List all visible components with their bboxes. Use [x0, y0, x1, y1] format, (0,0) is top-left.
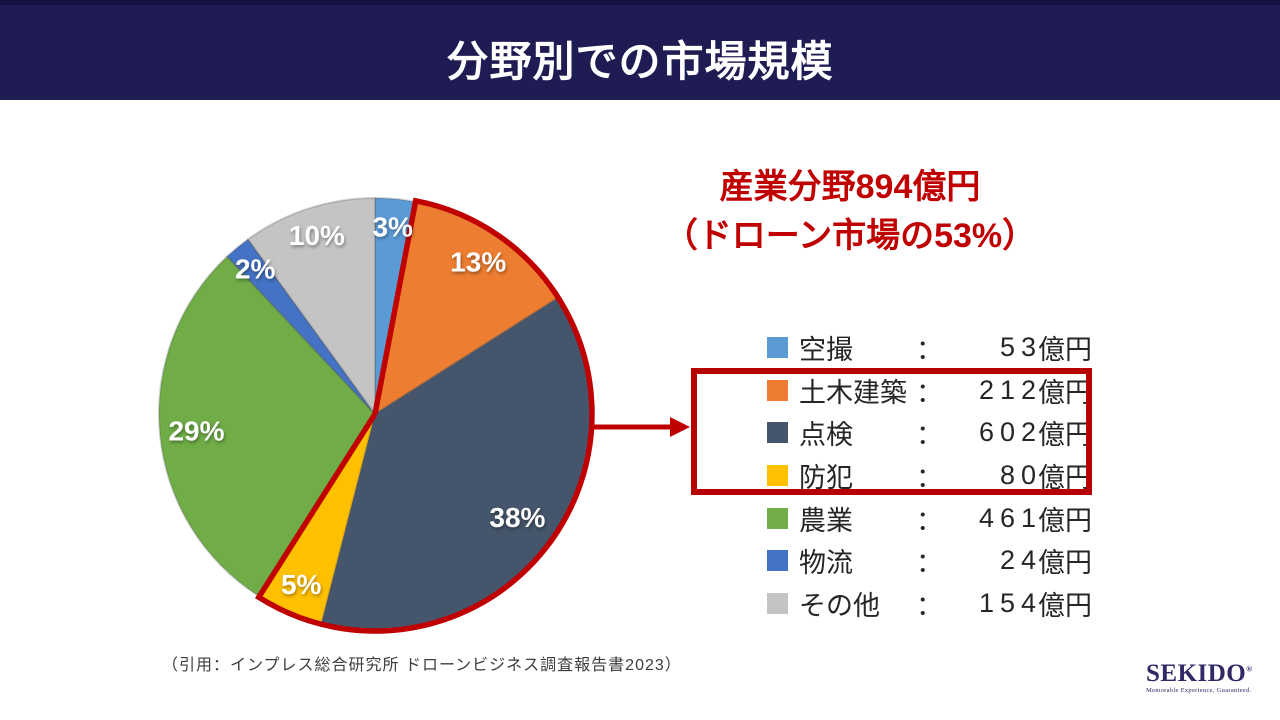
legend-colon: ： — [916, 334, 943, 365]
pie-percent-label: 29% — [168, 415, 224, 446]
legend-unit: 億円 — [1038, 334, 1092, 365]
legend-unit: 億円 — [1038, 420, 1092, 451]
pie-percent-label: 10% — [289, 220, 345, 251]
legend-colon: ： — [916, 420, 943, 451]
pie-percent-label: 5% — [281, 569, 322, 600]
legend-highlight-box — [691, 368, 1092, 495]
legend-value: 212 — [978, 374, 1042, 405]
legend-swatch-icon — [767, 464, 788, 486]
citation-text: （引用：インプレス総合研究所 ドローンビジネス調査報告書2023） — [162, 657, 682, 674]
logo-text: SEKIDO® — [1146, 660, 1253, 687]
legend-swatch-icon — [767, 507, 788, 529]
legend: 空撮： 53 億円 土木建築： 212 億円 点検： 602 億円 防犯： 80 億円 農業： 461 億円… — [767, 326, 1092, 625]
callout-title-line2: （ドローン市場の53%） — [663, 217, 1037, 255]
legend-unit: 億円 — [1038, 548, 1092, 579]
slide-title: 分野別での市場規模 — [446, 37, 834, 85]
logo-name: SEKIDO — [1146, 660, 1247, 687]
header-bar: 分野別での市場規模 — [0, 0, 1280, 100]
legend-colon: ： — [916, 590, 943, 621]
pie-chart-area: 3% 13% 38% 5% 29% 2% 10% — [145, 184, 605, 644]
pie-slice — [247, 197, 376, 415]
legend-row: その他 ： 154 億円 — [767, 582, 1092, 625]
pie-percent-label: 2% — [235, 254, 276, 285]
legend-label: 土木建築 — [799, 377, 907, 408]
legend-row: 土木建築 ： 212 億円 — [767, 369, 1092, 412]
logo-tagline: Memorable Experience, Guaranteed. — [1146, 687, 1252, 694]
legend-colon: ： — [916, 548, 943, 579]
legend-swatch-icon — [767, 422, 788, 444]
legend-row: 点検 ： 602 億円 — [767, 411, 1092, 454]
legend-label: 防犯 — [799, 462, 853, 493]
legend-row: 防犯 ： 80 億円 — [767, 454, 1092, 497]
legend-label: 農業 — [799, 505, 853, 536]
callout-title: 産業分野894億円 （ドローン市場の53%） — [610, 163, 1090, 261]
legend-value: 80 — [999, 459, 1042, 490]
legend-value: 24 — [999, 545, 1042, 576]
legend-swatch-icon — [767, 379, 788, 401]
legend-swatch-icon — [767, 336, 788, 358]
legend-unit: 億円 — [1038, 505, 1092, 536]
pie-slice — [226, 238, 376, 415]
legend-unit: 億円 — [1038, 590, 1092, 621]
pie-percent-label: 3% — [372, 211, 413, 242]
legend-unit: 億円 — [1038, 377, 1092, 408]
legend-swatch-icon — [767, 592, 788, 614]
pie-slice — [158, 255, 376, 598]
legend-value: 154 — [978, 587, 1042, 618]
pie-chart: 3% 13% 38% 5% 29% 2% 10% — [158, 197, 595, 634]
legend-label: その他 — [799, 590, 880, 621]
callout-title-line1: 産業分野894億円 — [719, 168, 981, 206]
legend-value: 461 — [978, 502, 1042, 533]
legend-row: 農業 ： 461 億円 — [767, 497, 1092, 540]
legend-unit: 億円 — [1038, 462, 1092, 493]
callout-arrow-icon — [592, 417, 690, 437]
pie-highlight-outline — [254, 197, 595, 634]
legend-colon: ： — [916, 462, 943, 493]
pie-percent-label: 13% — [450, 247, 506, 278]
legend-row: 物流 ： 24 億円 — [767, 539, 1092, 582]
legend-label: 空撮 — [799, 334, 853, 365]
legend-swatch-icon — [767, 550, 788, 572]
sekido-logo: SEKIDO® Memorable Experience, Guaranteed… — [1146, 660, 1253, 694]
legend-row: 空撮 ： 53 億円 — [767, 326, 1092, 369]
logo-reg-mark: ® — [1246, 664, 1253, 674]
legend-colon: ： — [916, 505, 943, 536]
pie-percent-label: 38% — [489, 502, 545, 533]
legend-label: 物流 — [799, 548, 853, 579]
legend-colon: ： — [916, 377, 943, 408]
legend-label: 点検 — [799, 420, 853, 451]
legend-value: 602 — [978, 417, 1042, 448]
legend-value: 53 — [999, 331, 1042, 362]
